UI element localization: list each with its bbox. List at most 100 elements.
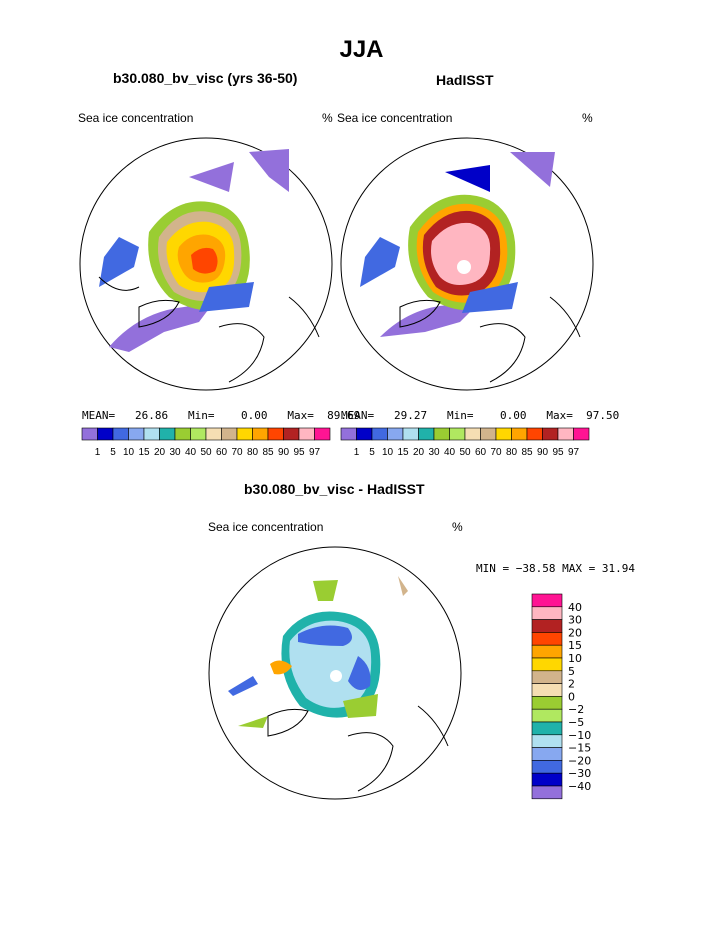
colorbar-swatch	[480, 427, 497, 441]
colorbar-swatch	[236, 427, 253, 441]
colorbar-tick-label: 70	[490, 447, 502, 458]
colorbar-swatch	[531, 670, 563, 684]
colorbar-swatch	[531, 708, 563, 723]
colorbar-tick-label: 15	[568, 639, 582, 652]
diff-field-label: Sea ice concentration	[208, 520, 324, 534]
diff-min-max: MIN = −38.58 MAX = 31.94	[476, 562, 635, 575]
colorbar-tick-label: −5	[568, 716, 584, 729]
colorbar-swatch	[174, 427, 191, 441]
colorbar-swatch	[526, 427, 543, 441]
colorbar-swatch	[371, 427, 388, 441]
stat-min-value: 0.00	[241, 409, 268, 422]
colorbar-swatch	[402, 427, 419, 441]
colorbar-tick-label: 10	[123, 447, 135, 458]
panel-model-units-label: %	[322, 111, 333, 125]
colorbar-tick-label: 5	[568, 665, 575, 678]
colorbar-obs: 1 5 10 15 20 30 40 50 60 70 80 85 90 95 97	[340, 427, 590, 458]
colorbar-swatch	[418, 427, 435, 441]
colorbar-swatch	[531, 696, 563, 710]
colorbar-tick-label: −30	[568, 767, 591, 780]
panel-title-model: b30.080_bv_visc (yrs 36-50)	[113, 70, 298, 86]
colorbar-tick-label: 20	[568, 626, 582, 639]
stat-max-value: 89.69	[327, 409, 361, 422]
colorbar-tick-label: 40	[568, 601, 582, 614]
colorbar-tick-label: 60	[216, 447, 228, 458]
stat-max-label: Max=	[287, 409, 314, 422]
colorbar-swatch	[449, 427, 466, 441]
colorbar-tick-label: 30	[169, 447, 181, 458]
colorbar-tick-label: 20	[154, 447, 166, 458]
stat-min-value: 0.00	[500, 409, 527, 422]
colorbar-tick-label: 95	[293, 447, 305, 458]
colorbar-swatch	[387, 427, 404, 441]
panel-obs-field-label: Sea ice concentration	[337, 111, 453, 125]
colorbar-swatch	[128, 427, 145, 441]
colorbar-swatch	[531, 657, 563, 672]
colorbar-swatch	[531, 747, 563, 761]
stats-model: MEAN= 26.86 Min= 0.00 Max= 89.69	[82, 409, 360, 422]
panel-obs-units-label: %	[582, 111, 593, 125]
stat-max-value: 97.50	[586, 409, 620, 422]
colorbar-swatch	[531, 734, 563, 748]
colorbar-tick-label: 1	[354, 447, 360, 458]
stat-min-label: Min=	[188, 409, 215, 422]
stat-mean-label: MEAN=	[341, 409, 375, 422]
colorbar-model: 1 5 10 15 20 30 40 50 60 70 80 85 90 95 97	[81, 427, 331, 458]
colorbar-swatch	[340, 427, 357, 441]
colorbar-tick-label: 85	[262, 447, 274, 458]
colorbar-swatch	[531, 785, 563, 800]
colorbar-tick-label: 1	[95, 447, 101, 458]
colorbar-tick-label: 30	[568, 614, 582, 627]
colorbar-tick-label: 97	[568, 447, 580, 458]
colorbar-swatch	[511, 427, 528, 441]
colorbar-swatch	[531, 606, 563, 620]
colorbar-tick-label: 5	[369, 447, 375, 458]
colorbar-swatch	[190, 427, 207, 441]
colorbar-swatch	[221, 427, 238, 441]
colorbar-swatch	[464, 427, 481, 441]
colorbar-tick-label: 90	[278, 447, 290, 458]
colorbar-swatch	[557, 427, 574, 441]
polar-map-obs	[340, 137, 594, 391]
colorbar-swatch	[143, 427, 160, 441]
figure-title: JJA	[339, 36, 384, 63]
colorbar-swatch	[542, 427, 559, 441]
colorbar-tick-label: 15	[397, 447, 409, 458]
colorbar-tick-label: 10	[568, 652, 582, 665]
colorbar-swatch	[531, 593, 563, 608]
colorbar-tick-label: 85	[521, 447, 533, 458]
colorbar-tick-label: −2	[568, 703, 584, 716]
colorbar-swatch	[531, 760, 563, 774]
colorbar-swatch	[495, 427, 512, 441]
diff-panel-title: b30.080_bv_visc - HadISST	[244, 481, 425, 497]
colorbar-swatch	[298, 427, 315, 441]
colorbar-swatch	[283, 427, 300, 441]
panel-title-obs: HadISST	[436, 72, 494, 88]
stat-mean-label: MEAN=	[82, 409, 116, 422]
polar-map-difference	[208, 546, 462, 800]
colorbar-tick-label: 60	[475, 447, 487, 458]
panel-model-field-label: Sea ice concentration	[78, 111, 194, 125]
colorbar-swatch	[205, 427, 222, 441]
stat-mean-value: 29.27	[394, 409, 428, 422]
colorbar-tick-label: 40	[185, 447, 197, 458]
colorbar-tick-label: 30	[428, 447, 440, 458]
colorbar-swatch	[531, 721, 563, 736]
colorbar-swatch	[159, 427, 176, 441]
stat-mean-value: 26.86	[135, 409, 169, 422]
colorbar-tick-label: −15	[568, 742, 591, 755]
colorbar-swatch	[531, 683, 563, 697]
colorbar-tick-label: 80	[247, 447, 259, 458]
colorbar-swatch	[531, 632, 563, 646]
colorbar-tick-label: 40	[444, 447, 456, 458]
colorbar-tick-label: 15	[138, 447, 150, 458]
colorbar-tick-label: −10	[568, 729, 591, 742]
colorbar-tick-label: 95	[552, 447, 564, 458]
diff-units-label: %	[452, 520, 463, 534]
colorbar-tick-label: 97	[309, 447, 321, 458]
colorbar-tick-label: 5	[110, 447, 116, 458]
stat-min-label: Min=	[447, 409, 474, 422]
colorbar-swatch	[433, 427, 450, 441]
colorbar-tick-label: −40	[568, 780, 591, 793]
